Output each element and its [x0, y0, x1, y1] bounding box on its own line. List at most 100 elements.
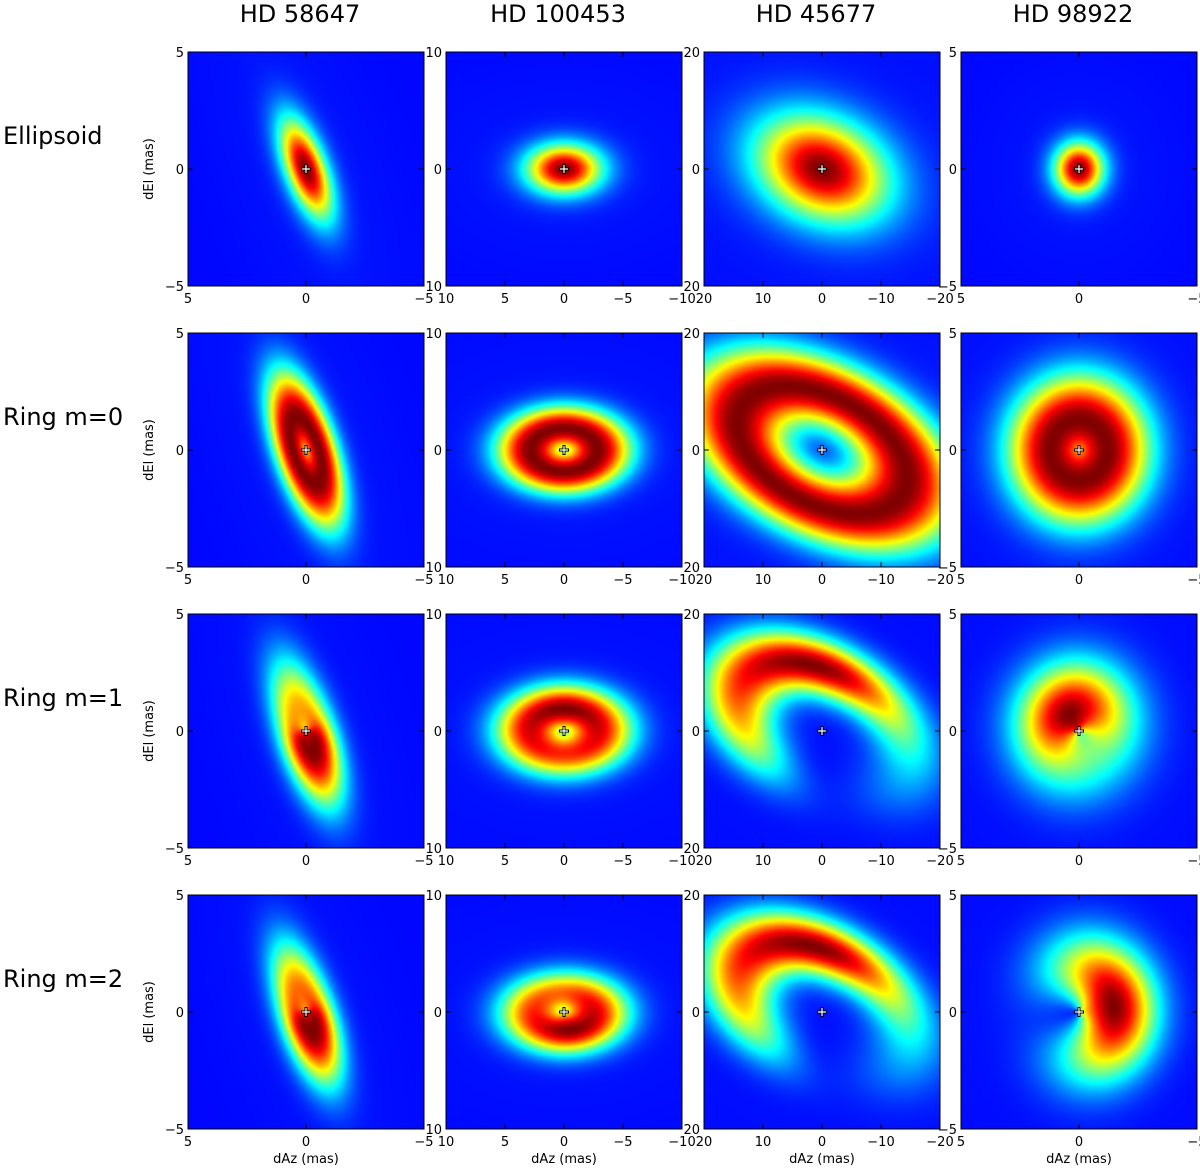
x-tick-label: −5: [1187, 1135, 1200, 1150]
x-tick-label: −10: [867, 854, 894, 869]
x-tick-label: −20: [926, 292, 953, 307]
x-tick-label: 10: [755, 1135, 772, 1150]
x-tick-label: −10: [867, 1135, 894, 1150]
y-tick-label: 0: [176, 725, 184, 740]
x-axis-label: dAz (mas): [789, 1152, 855, 1167]
y-tick-label: 0: [692, 725, 700, 740]
center-marker: [302, 446, 310, 454]
x-tick-label: 20: [696, 854, 713, 869]
column-title-1: HD 100453: [490, 0, 626, 28]
column-title-2: HD 45677: [756, 0, 877, 28]
y-tick-label: 5: [176, 608, 184, 623]
x-tick-label: −5: [613, 292, 632, 307]
center-marker: [1075, 727, 1083, 735]
x-tick-label: −20: [926, 1135, 953, 1150]
y-tick-label: 0: [176, 163, 184, 178]
x-tick-label: 0: [302, 854, 310, 869]
y-tick-label: 20: [683, 842, 700, 857]
center-marker: [818, 1008, 826, 1016]
y-tick-label: −5: [165, 1123, 184, 1138]
y-tick-label: 0: [949, 1006, 957, 1021]
panel-2-1: 10 5 0 −5 −10 10 0 10: [425, 608, 695, 869]
x-tick-label: −20: [926, 854, 953, 869]
x-tick-label: −5: [414, 292, 433, 307]
y-tick-label: −5: [938, 1123, 957, 1138]
y-tick-label: 5: [176, 327, 184, 342]
x-tick-label: 5: [957, 292, 965, 307]
panel-0-3: 50−550−5: [938, 46, 1200, 307]
y-tick-label: 20: [683, 1123, 700, 1138]
y-tick-label: 0: [949, 444, 957, 459]
panel-1-2: 20 10 0 −10 −20 20 0 20: [683, 327, 953, 588]
y-tick-label: 10: [425, 46, 442, 61]
panel-1-1: 10 5 0 −5 −10 10 0 10: [425, 327, 695, 588]
x-tick-label: 5: [957, 854, 965, 869]
x-tick-label: 10: [438, 292, 455, 307]
x-tick-label: 0: [302, 292, 310, 307]
y-tick-label: 10: [425, 842, 442, 857]
center-marker: [818, 446, 826, 454]
y-tick-label: −5: [165, 842, 184, 857]
y-tick-label: 0: [692, 1006, 700, 1021]
x-tick-label: 0: [818, 573, 826, 588]
x-tick-label: −10: [668, 854, 695, 869]
x-tick-label: 0: [560, 573, 568, 588]
x-tick-label: 10: [755, 573, 772, 588]
x-axis-label: dAz (mas): [531, 1152, 597, 1167]
y-tick-label: 20: [683, 561, 700, 576]
y-tick-label: 20: [683, 889, 700, 904]
y-tick-label: 5: [949, 327, 957, 342]
x-tick-label: 5: [184, 573, 192, 588]
panel-0-1: 10 5 0 −5 −10 10 0 10: [425, 46, 695, 307]
y-tick-label: 10: [425, 280, 442, 295]
x-tick-label: 0: [302, 1135, 310, 1150]
panel-1-3: 50−550−5: [938, 327, 1200, 588]
panel-2-2: 20 10 0 −10 −20 20 0 20: [683, 608, 953, 869]
y-tick-label: 20: [683, 280, 700, 295]
y-tick-label: 20: [683, 608, 700, 623]
x-tick-label: 5: [184, 854, 192, 869]
x-tick-label: 20: [696, 573, 713, 588]
y-tick-label: −5: [938, 561, 957, 576]
x-tick-label: 5: [184, 1135, 192, 1150]
y-axis-label: dEl (mas): [142, 981, 157, 1043]
column-title-3: HD 98922: [1013, 0, 1134, 28]
center-marker: [302, 165, 310, 173]
x-tick-label: 5: [501, 854, 509, 869]
x-tick-label: −10: [867, 573, 894, 588]
y-tick-label: 5: [176, 46, 184, 61]
row-label-0: Ellipsoid: [3, 122, 103, 150]
x-tick-label: 0: [302, 573, 310, 588]
x-tick-label: 0: [818, 854, 826, 869]
y-tick-label: 20: [683, 327, 700, 342]
y-axis-label: dEl (mas): [142, 419, 157, 481]
y-tick-label: 5: [949, 889, 957, 904]
x-tick-label: 5: [501, 1135, 509, 1150]
y-tick-label: 0: [434, 163, 442, 178]
x-tick-label: 5: [957, 573, 965, 588]
panel-0-2: 20 10 0 −10 −20 20 0 20: [683, 46, 953, 307]
y-tick-label: 0: [949, 725, 957, 740]
x-tick-label: 0: [1075, 854, 1083, 869]
x-tick-label: 20: [696, 1135, 713, 1150]
y-tick-label: 0: [176, 1006, 184, 1021]
x-tick-label: −5: [414, 1135, 433, 1150]
center-marker: [818, 165, 826, 173]
x-tick-label: −10: [668, 1135, 695, 1150]
x-tick-label: 10: [755, 292, 772, 307]
y-tick-label: 5: [176, 889, 184, 904]
y-tick-label: 0: [434, 444, 442, 459]
y-tick-label: 10: [425, 608, 442, 623]
panel-2-3: 50−550−5: [938, 608, 1200, 869]
x-tick-label: 0: [560, 854, 568, 869]
y-tick-label: 20: [683, 46, 700, 61]
x-tick-label: 0: [818, 292, 826, 307]
y-tick-label: 5: [949, 608, 957, 623]
x-tick-label: 10: [438, 1135, 455, 1150]
x-tick-label: 0: [1075, 292, 1083, 307]
